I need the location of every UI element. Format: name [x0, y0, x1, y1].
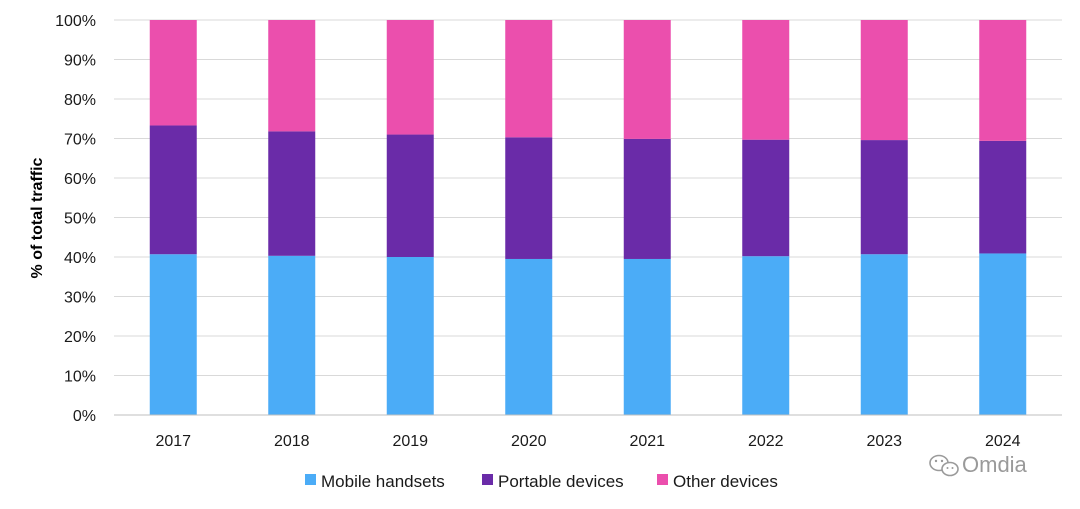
y-axis-label: % of total traffic: [29, 157, 46, 278]
bar-segment-other-devices: [623, 20, 671, 139]
bar-segment-mobile-handsets: [268, 255, 316, 415]
bar-segment-portable-devices: [505, 137, 553, 259]
bar-segment-portable-devices: [623, 138, 671, 259]
bar-segment-portable-devices: [386, 134, 434, 257]
wechat-icon: [929, 454, 959, 477]
y-tick-label: 0%: [73, 408, 96, 425]
bar-segment-other-devices: [505, 20, 553, 138]
bar-segment-mobile-handsets: [149, 254, 197, 415]
watermark-text: Omdia: [962, 452, 1028, 477]
bar-segment-portable-devices: [979, 140, 1027, 254]
legend-label: Portable devices: [498, 472, 624, 491]
x-axis-ticks: 2017 2018 2019 2020 2021 2022 2023 2024: [155, 433, 1020, 450]
bar-segment-other-devices: [268, 20, 316, 132]
bar-segment-mobile-handsets: [860, 254, 908, 415]
y-axis-ticks: 0% 10% 20% 30% 40% 50% 60% 70% 80% 90% 100%: [55, 13, 96, 425]
y-tick-label: 10%: [64, 369, 96, 386]
x-tick-label: 2021: [629, 433, 665, 450]
bar-segment-other-devices: [149, 20, 197, 126]
y-tick-label: 70%: [64, 132, 96, 149]
legend-label: Other devices: [673, 472, 778, 491]
x-tick-label: 2017: [155, 433, 191, 450]
y-tick-label: 40%: [64, 250, 96, 267]
y-tick-label: 50%: [64, 211, 96, 228]
legend-label: Mobile handsets: [321, 472, 445, 491]
x-tick-label: 2024: [985, 433, 1021, 450]
bar-segment-other-devices: [742, 20, 790, 140]
y-tick-label: 80%: [64, 92, 96, 109]
bar-segment-portable-devices: [860, 140, 908, 255]
legend-swatch: [657, 474, 668, 485]
y-tick-label: 20%: [64, 329, 96, 346]
bar-segment-portable-devices: [149, 125, 197, 255]
bar-segment-mobile-handsets: [505, 258, 553, 415]
y-tick-label: 90%: [64, 53, 96, 70]
bar-segment-other-devices: [860, 20, 908, 141]
legend-swatch: [482, 474, 493, 485]
x-tick-label: 2023: [866, 433, 902, 450]
legend-swatch: [305, 474, 316, 485]
watermark: Omdia: [929, 452, 1028, 477]
bar-segment-other-devices: [979, 20, 1027, 141]
x-tick-label: 2018: [274, 433, 310, 450]
bar-segment-portable-devices: [268, 131, 316, 256]
bar-segment-portable-devices: [742, 139, 790, 257]
x-tick-label: 2022: [748, 433, 784, 450]
bar-segment-mobile-handsets: [386, 257, 434, 415]
y-tick-label: 30%: [64, 290, 96, 307]
bar-segment-other-devices: [386, 20, 434, 135]
y-tick-label: 100%: [55, 13, 96, 30]
legend: Mobile handsets Portable devices Other dev…: [305, 472, 778, 491]
bar-segment-mobile-handsets: [742, 256, 790, 415]
x-tick-label: 2019: [392, 433, 428, 450]
bar-segment-mobile-handsets: [623, 258, 671, 415]
gridlines: [114, 19, 1062, 376]
bars: [149, 20, 1027, 415]
x-tick-label: 2020: [511, 433, 547, 450]
bar-segment-mobile-handsets: [979, 253, 1027, 415]
y-tick-label: 60%: [64, 171, 96, 188]
